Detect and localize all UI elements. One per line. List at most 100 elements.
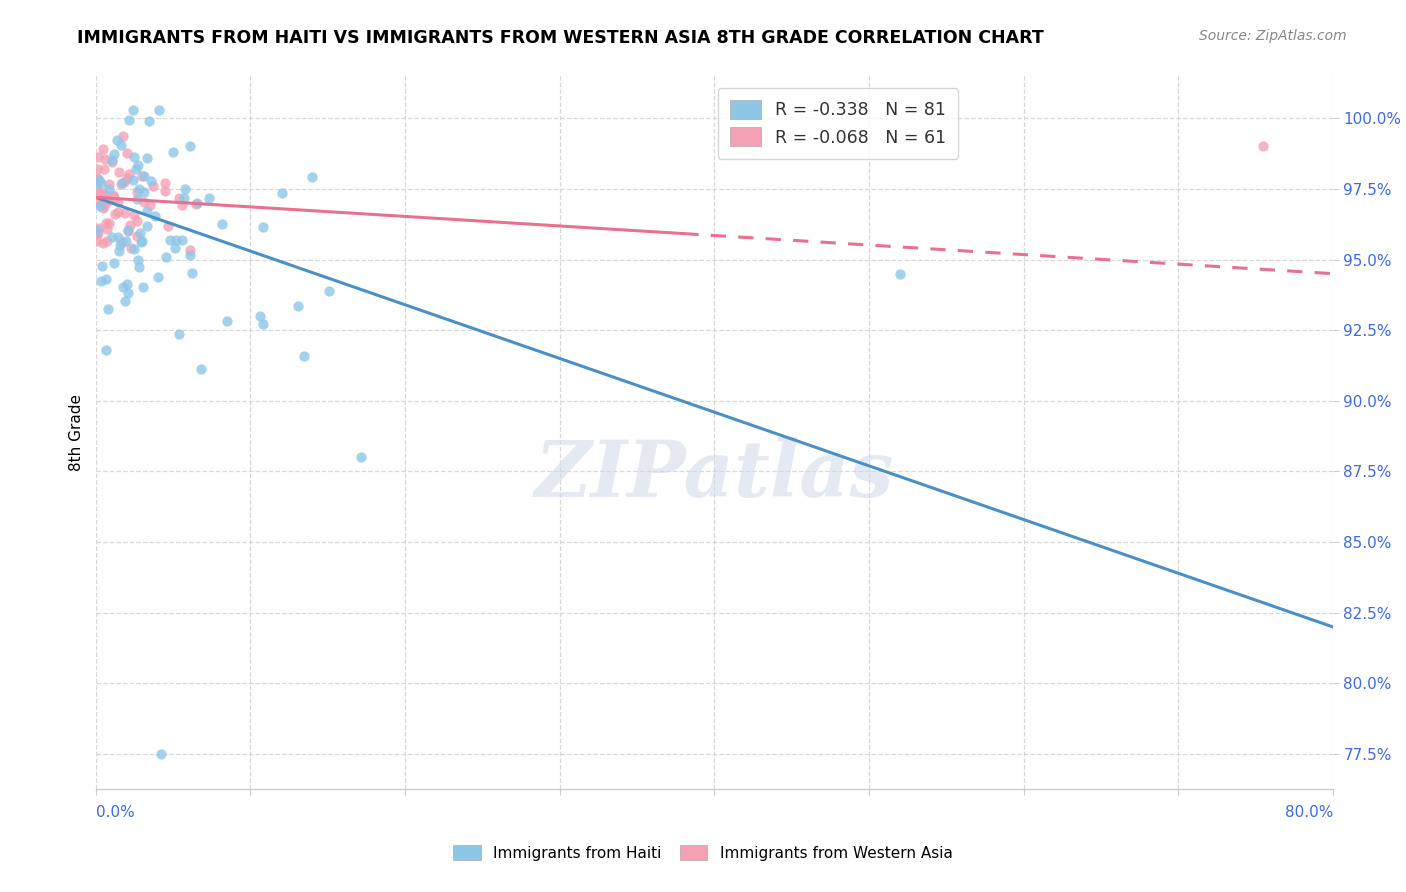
Legend: Immigrants from Haiti, Immigrants from Western Asia: Immigrants from Haiti, Immigrants from W…: [446, 837, 960, 868]
Point: [93, 161, 115, 176]
Point: [103, 256, 125, 270]
Point: [122, 103, 145, 117]
Point: [131, 280, 153, 294]
Point: [170, 234, 193, 248]
Point: [270, 186, 292, 200]
Point: [118, 112, 141, 127]
Point: [292, 349, 315, 363]
Point: [117, 277, 139, 291]
Point: [138, 113, 160, 128]
Point: [167, 326, 190, 341]
Point: [86, 170, 108, 185]
Point: [125, 185, 148, 199]
Point: [128, 260, 150, 274]
Point: [174, 182, 197, 196]
Point: [179, 243, 201, 257]
Point: [118, 167, 141, 181]
Point: [155, 176, 177, 190]
Point: [117, 223, 139, 237]
Point: [114, 205, 136, 219]
Point: [111, 176, 134, 190]
Point: [139, 198, 162, 212]
Point: [198, 190, 221, 204]
Point: [110, 238, 132, 252]
Point: [114, 294, 136, 309]
Point: [86, 227, 108, 241]
Point: [103, 147, 125, 161]
Point: [211, 217, 233, 231]
Point: [94, 343, 117, 357]
Point: [252, 317, 274, 331]
Point: [86, 150, 108, 164]
Point: [93, 152, 115, 166]
Point: [100, 153, 122, 167]
Point: [127, 192, 149, 206]
Point: [107, 195, 129, 210]
Point: [127, 214, 149, 228]
Point: [90, 275, 112, 289]
Point: [98, 181, 121, 195]
Point: [131, 169, 153, 183]
Point: [215, 314, 238, 328]
Point: [104, 207, 127, 221]
Point: [117, 224, 139, 238]
Point: [765, 797, 787, 812]
Point: [301, 170, 323, 185]
Point: [96, 222, 118, 236]
Point: [96, 216, 118, 230]
Point: [139, 174, 162, 188]
Point: [91, 201, 114, 215]
Point: [127, 253, 149, 268]
Point: [93, 199, 115, 213]
Point: [122, 150, 145, 164]
Point: [159, 233, 181, 247]
Point: [190, 361, 212, 376]
Point: [101, 155, 124, 169]
Point: [86, 176, 108, 190]
Point: [179, 248, 201, 262]
Point: [131, 234, 153, 248]
Point: [91, 195, 114, 210]
Point: [93, 236, 115, 251]
Point: [172, 198, 194, 212]
Point: [252, 220, 274, 235]
Point: [87, 221, 110, 235]
Point: [1251, 139, 1274, 153]
Point: [142, 178, 165, 193]
Point: [87, 226, 110, 240]
Point: [101, 230, 124, 244]
Point: [117, 286, 139, 301]
Point: [91, 259, 114, 273]
Point: [86, 196, 108, 211]
Point: [136, 219, 159, 234]
Point: [120, 241, 142, 255]
Point: [318, 284, 340, 298]
Point: [129, 226, 152, 240]
Point: [107, 205, 129, 219]
Text: ZIPatlas: ZIPatlas: [534, 437, 894, 514]
Point: [93, 186, 115, 201]
Point: [132, 194, 155, 209]
Point: [179, 138, 201, 153]
Point: [157, 219, 180, 233]
Point: [110, 137, 132, 152]
Point: [129, 235, 152, 249]
Point: [155, 250, 177, 264]
Point: [125, 162, 148, 177]
Point: [103, 190, 125, 204]
Point: [94, 272, 117, 286]
Legend: R = -0.338   N = 81, R = -0.068   N = 61: R = -0.338 N = 81, R = -0.068 N = 61: [717, 88, 959, 159]
Point: [350, 450, 373, 464]
Point: [117, 170, 139, 185]
Point: [287, 299, 309, 313]
Point: [111, 280, 134, 294]
Point: [97, 216, 120, 230]
Point: [127, 158, 149, 172]
Point: [146, 270, 169, 285]
Point: [249, 309, 271, 323]
Point: [112, 175, 135, 189]
Point: [108, 164, 131, 178]
Point: [89, 173, 111, 187]
Point: [89, 199, 111, 213]
Point: [89, 186, 111, 200]
